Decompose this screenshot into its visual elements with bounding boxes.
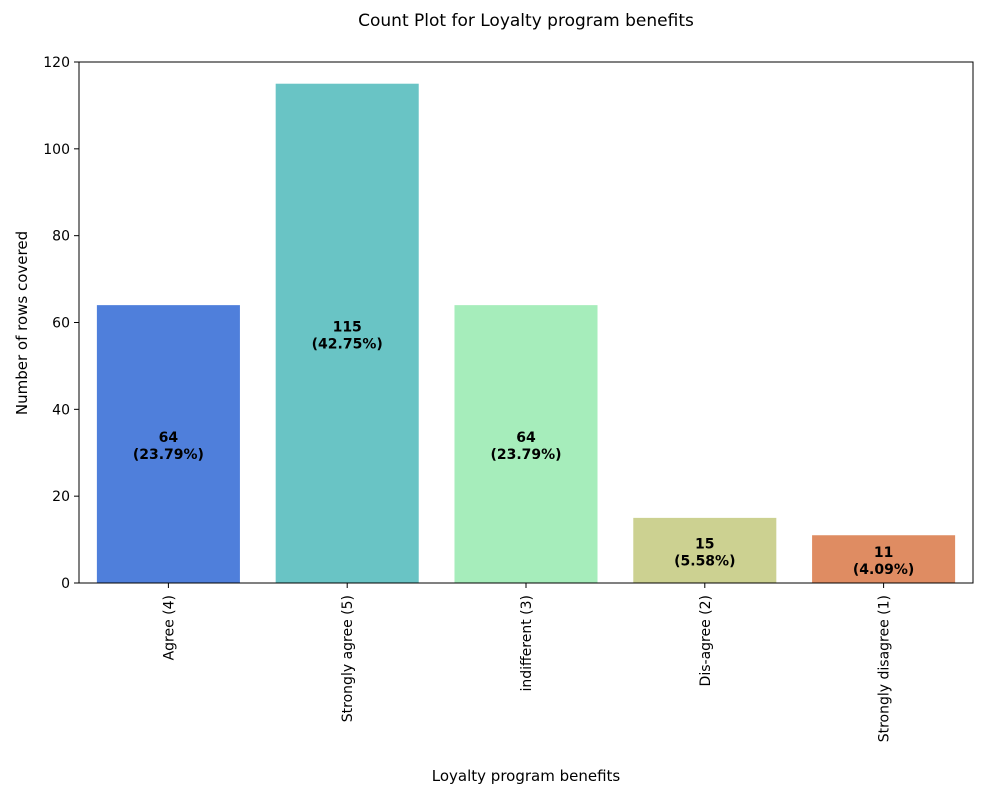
bar-percent-label: (5.58%) — [674, 553, 735, 569]
y-axis-label: Number of rows covered — [13, 231, 31, 415]
y-tick-label: 0 — [61, 576, 70, 592]
bar-percent-label: (42.75%) — [312, 336, 383, 352]
y-tick-label: 100 — [43, 142, 70, 158]
x-tick-label: Agree (4) — [161, 595, 177, 660]
axes-frame — [78, 61, 974, 584]
bar-value-label: 64 — [159, 430, 179, 446]
y-tick-label: 20 — [52, 489, 70, 505]
bar-percent-label: (23.79%) — [490, 447, 561, 463]
bar-value-label: 64 — [516, 430, 536, 446]
bar-percent-label: (23.79%) — [133, 447, 204, 463]
bar-value-label: 115 — [333, 319, 362, 335]
y-tick-label: 60 — [52, 316, 70, 332]
bar — [275, 83, 419, 583]
bar-value-label: 11 — [874, 545, 893, 561]
y-tick-label: 40 — [52, 402, 70, 418]
x-tick-label: indifferent (3) — [519, 595, 535, 692]
bar-percent-label: (4.09%) — [853, 562, 914, 578]
x-tick-label: Dis-agree (2) — [698, 595, 714, 686]
x-axis-label: Loyalty program benefits — [432, 767, 621, 785]
bar — [454, 305, 598, 583]
y-tick-label: 120 — [43, 55, 70, 71]
x-tick-label: Strongly agree (5) — [340, 595, 356, 722]
bar — [633, 517, 777, 583]
x-tick-label: Strongly disagree (1) — [877, 595, 893, 742]
bar — [812, 535, 956, 583]
bar — [96, 305, 240, 583]
chart-title: Count Plot for Loyalty program benefits — [358, 11, 694, 31]
bar-value-label: 15 — [695, 536, 714, 552]
plot-area: 64(23.79%)Agree (4)115(42.75%)Strongly a… — [43, 55, 974, 742]
y-tick-label: 80 — [52, 229, 70, 245]
